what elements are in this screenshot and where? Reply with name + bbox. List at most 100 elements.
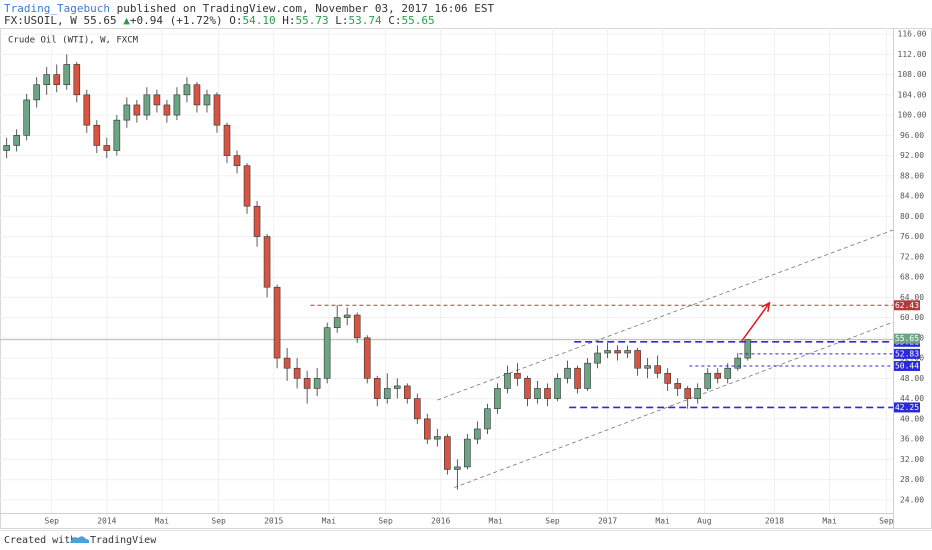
candle-body	[163, 104, 171, 116]
candle-body	[484, 408, 491, 430]
ohlc-c: C:	[388, 14, 401, 27]
candle-body	[514, 372, 521, 379]
x-tick-label: Mai	[489, 517, 504, 526]
candle-body	[363, 337, 371, 379]
candle-body	[564, 367, 571, 379]
y-tick-label: 112.00	[898, 50, 927, 59]
y-tick-label: 64.00	[900, 293, 924, 302]
y-tick-label: 60.00	[900, 313, 924, 322]
footer-text: Created with	[4, 535, 76, 546]
y-tick-label: 44.00	[900, 394, 924, 403]
x-tick-label: Sep	[378, 517, 393, 526]
level-tag	[894, 360, 920, 371]
candle-body	[33, 84, 41, 101]
x-tick-label: Mai	[822, 517, 837, 526]
candle-body	[494, 388, 501, 410]
candle-body	[193, 84, 201, 106]
candle-body	[113, 119, 121, 151]
y-tick-label: 68.00	[900, 273, 924, 282]
candle-body	[393, 385, 401, 389]
candle-body	[604, 350, 611, 354]
ohlc-l: L:	[335, 14, 348, 27]
candle-body	[93, 124, 101, 146]
candle-body	[554, 378, 561, 399]
y-tick-label: 116.00	[898, 30, 927, 39]
arrow-head	[761, 301, 771, 312]
level-label: 52.83	[895, 349, 919, 358]
y-tick-label: 84.00	[900, 192, 924, 201]
author[interactable]: Trading_Tagebuch	[4, 2, 110, 15]
candle-body	[424, 418, 431, 440]
candle-body	[123, 104, 131, 121]
level-label: 62.43	[895, 301, 919, 310]
symbol: FX:USOIL, W	[4, 14, 77, 27]
candle-body	[303, 378, 311, 389]
y-tick-label: 24.00	[900, 495, 924, 504]
candle-body	[53, 74, 61, 86]
candle-body	[83, 94, 91, 126]
x-tick-label: Sep	[879, 517, 894, 526]
last-price-label: 55.65	[895, 334, 919, 343]
candle-body	[474, 428, 481, 440]
candle-body	[223, 124, 231, 156]
candle-body	[243, 165, 251, 207]
level-label: 50.44	[895, 361, 919, 370]
candle-body	[694, 388, 702, 399]
y-tick-label: 88.00	[900, 171, 924, 180]
candle-body	[674, 383, 681, 389]
candle-body	[213, 94, 221, 126]
header-line-1: Trading_Tagebuch published on TradingVie…	[4, 2, 494, 15]
candle-body	[23, 99, 31, 136]
candle-body	[524, 378, 531, 399]
change: +0.94 (+1.72%)	[130, 14, 223, 27]
candle-body	[724, 367, 732, 379]
arrow-shaft	[740, 302, 771, 343]
trend-line	[453, 321, 894, 489]
candle-body	[263, 236, 271, 288]
y-tick-label: 80.00	[900, 212, 924, 221]
candle-body	[444, 436, 451, 470]
candle-body	[233, 155, 241, 167]
y-tick-label: 108.00	[898, 70, 927, 79]
candle-body	[544, 388, 551, 399]
y-tick-label: 28.00	[900, 475, 924, 484]
level-label: 42.25	[895, 403, 919, 412]
candle-body	[504, 372, 511, 389]
level-tag	[894, 348, 920, 359]
candle-body	[624, 350, 631, 354]
y-tick-label: 32.00	[900, 455, 924, 464]
ohlc-l-value: 53.74	[348, 14, 381, 27]
x-tick-label: Mai	[655, 517, 670, 526]
candle-body	[153, 94, 161, 106]
candle-body	[253, 205, 261, 237]
x-tick-label: 2015	[264, 517, 283, 526]
candle-body	[103, 145, 111, 151]
candle-body	[403, 385, 411, 399]
candle-body	[644, 365, 651, 369]
last: 55.65	[83, 14, 116, 27]
candle-body	[744, 339, 752, 359]
y-tick-label: 100.00	[898, 111, 927, 120]
candle-body	[353, 314, 361, 339]
candle-body	[734, 357, 742, 369]
x-tick-label: 2014	[97, 517, 116, 526]
candle-body	[584, 362, 591, 389]
x-tick-label: Sep	[211, 517, 226, 526]
candle-body	[574, 367, 581, 389]
candle-body	[183, 84, 191, 96]
candle-body	[434, 436, 441, 440]
candle-body	[614, 350, 621, 354]
candle-body	[63, 64, 71, 86]
candle-body	[173, 94, 181, 116]
published: published on TradingView.com, November 0…	[117, 2, 495, 15]
y-tick-label: 104.00	[898, 90, 927, 99]
candle-body	[684, 388, 691, 399]
x-tick-label: Sep	[545, 517, 560, 526]
candle-body	[13, 135, 20, 146]
candle-body	[383, 388, 391, 399]
y-tick-label: 36.00	[900, 435, 924, 444]
footer-brand[interactable]: TradingView	[90, 535, 157, 546]
candle-body	[323, 327, 331, 379]
y-tick-label: 76.00	[900, 232, 924, 241]
